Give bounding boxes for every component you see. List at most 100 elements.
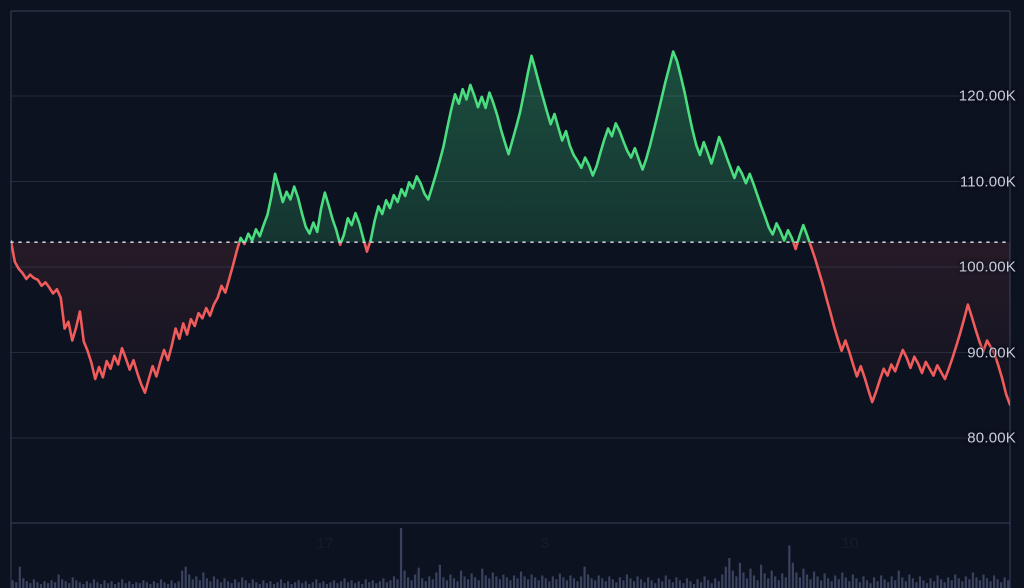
volume-bar (565, 580, 569, 588)
volume-bar (339, 581, 343, 588)
volume-bar (318, 583, 321, 588)
volume-bar (742, 572, 745, 588)
volume-bar (149, 584, 152, 588)
volume-bar (258, 584, 261, 588)
volume-bar (985, 578, 989, 588)
volume-bar (332, 580, 336, 588)
volume-bar (262, 580, 265, 588)
volume-bar (608, 576, 611, 588)
volume-bar (346, 582, 350, 588)
volume-bar (516, 578, 519, 588)
volume-bar (216, 579, 219, 588)
volume-bar (209, 581, 212, 588)
volume-bar (131, 584, 134, 588)
volume-bar (643, 582, 646, 588)
volume-bar (756, 580, 759, 588)
volume-bar (805, 574, 809, 588)
volume-bar (114, 584, 117, 588)
y-axis-tick-label: 80.00K (967, 429, 1016, 447)
volume-bar (872, 577, 876, 588)
volume-bar (989, 581, 992, 588)
volume-bar (908, 574, 911, 588)
volume-bar (827, 578, 830, 588)
volume-bar (371, 580, 374, 588)
volume-bar (414, 574, 417, 588)
volume-bar (54, 582, 57, 588)
volume-bar (85, 581, 88, 588)
volume-bar (241, 577, 244, 588)
volume-bar (385, 582, 389, 588)
volume-bar (858, 582, 862, 588)
volume-bar (265, 583, 268, 588)
volume-bar (664, 575, 667, 588)
volume-bar (509, 580, 512, 588)
volume-bar (890, 576, 893, 588)
volume-bar (25, 581, 28, 588)
x-axis-tick-label: 10 (841, 535, 859, 552)
volume-bar (286, 581, 290, 588)
volume-bar (251, 579, 254, 588)
volume-bar (932, 581, 936, 588)
volume-bar (498, 579, 501, 588)
volume-bar (392, 576, 396, 588)
volume-bar (523, 576, 526, 588)
volume-bar (682, 583, 685, 588)
volume-bar (481, 568, 484, 588)
volume-bar (876, 581, 879, 588)
volume-bar (579, 576, 583, 588)
volume-bar (191, 579, 194, 588)
volume-bar (671, 582, 674, 588)
volume-bar (452, 578, 456, 588)
volume-bar (417, 567, 420, 588)
price-line-down (11, 242, 1010, 406)
volume-bar (195, 576, 198, 588)
volume-bar (569, 575, 572, 588)
y-axis-tick-label: 100.00K (958, 258, 1016, 276)
volume-bar (731, 570, 734, 588)
volume-bar (534, 577, 537, 588)
volume-bar (654, 583, 657, 588)
volume-bar (128, 581, 131, 588)
volume-bar (389, 580, 392, 588)
volume-bar (735, 576, 738, 588)
volume-bar (375, 583, 378, 588)
volume-bar (156, 583, 159, 588)
volume-bars (11, 528, 1010, 588)
volume-bar (99, 584, 103, 588)
volume-bar (975, 577, 978, 588)
volume-bar (279, 579, 283, 588)
volume-bar (798, 577, 802, 588)
volume-bar (68, 583, 71, 588)
volume-bar (629, 578, 632, 588)
volume-bar (449, 574, 452, 588)
volume-bar (297, 580, 300, 588)
volume-bar (399, 528, 403, 588)
volume-bar (788, 545, 791, 588)
volume-bar (968, 579, 971, 588)
volume-bar (248, 583, 251, 588)
volume-bar (255, 582, 258, 588)
volume-bar (89, 583, 92, 588)
volume-bar (198, 580, 201, 588)
volume-bar (424, 581, 427, 588)
volume-bar (32, 579, 36, 588)
volume-bar (431, 579, 434, 588)
volume-bar (159, 579, 163, 588)
volume-bar (1003, 577, 1006, 588)
volume-bar (604, 581, 607, 588)
volume-bar (802, 568, 805, 588)
volume-bar (29, 583, 32, 588)
volume-bar (36, 582, 39, 588)
volume-bar (707, 580, 710, 588)
volume-bar (929, 578, 932, 588)
volume-bar (18, 566, 21, 588)
volume-bar (555, 579, 558, 588)
volume-bar (851, 574, 854, 588)
volume-bar (657, 578, 660, 588)
volume-bar (710, 583, 713, 588)
volume-bar (428, 576, 431, 588)
volume-bar (237, 582, 240, 588)
volume-bar (103, 580, 106, 588)
